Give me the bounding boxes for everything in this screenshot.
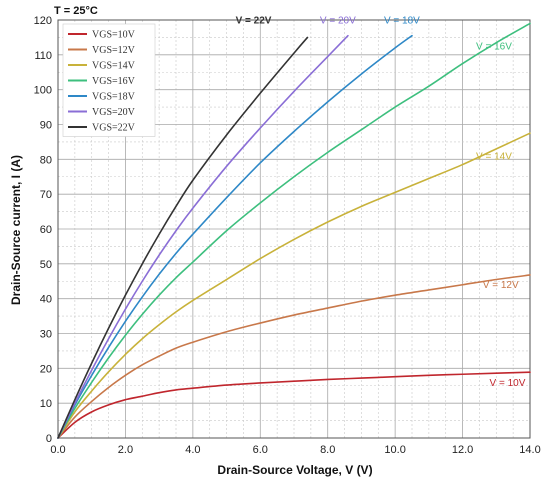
x-axis-title: Drain-Source Voltage, V (V) [217,463,372,477]
y-tick-label: 120 [34,15,52,27]
x-tick-label: 14.0 [519,444,540,456]
series-line-vgs-10v [57,371,531,439]
series-annotation: V = 12V [483,280,519,291]
y-axis-title: Drain-Source current, I (A) [9,155,23,305]
series-line-vgs-12v [57,274,531,439]
y-tick-label: 30 [40,329,52,341]
y-tick-label: 80 [40,154,52,166]
legend-label: VGS=22V [92,123,136,134]
plot-frame [57,19,531,439]
axes [57,19,531,439]
legend-label: VGS=16V [92,76,136,87]
series-line-vgs-16v [57,22,531,439]
temperature-label: T = 25°C [54,5,98,17]
series-line-vgs-20v [57,34,349,439]
series-annotation: V = 18V [384,15,420,26]
y-tick-label: 110 [34,50,52,62]
x-tick-label: 10.0 [384,444,405,456]
series-annotation: V = 22V [236,15,272,26]
series-annotation: V = 16V [476,42,512,53]
x-tick-label: 0.0 [50,444,65,456]
y-tick-label: 70 [40,189,52,201]
series-line-vgs-22v [57,36,309,439]
x-tick-label: 4.0 [185,444,200,456]
x-tick-label: 6.0 [253,444,268,456]
tick-labels: 0.0 2.0 4.0 6.0 8.0 10.0 12.0 14.0 0 10 20 30 40 50 60… [34,15,541,456]
legend-label: VGS=10V [92,30,136,41]
series-annotation: V = 10V [490,378,526,389]
y-tick-label: 40 [40,294,52,306]
legend: VGS=10V VGS=12V VGS=14V VGS=16V VGS=18V VGS=2… [62,23,156,137]
legend-label: VGS=14V [92,61,136,72]
series-line-vgs-18v [57,34,413,439]
series-annotations: V = 10V V = 12V V = 14V V = 16V V = 18V V = 2… [236,15,526,388]
y-tick-label: 90 [40,120,52,132]
x-tick-label: 2.0 [118,444,133,456]
series-lines [57,22,531,439]
series-annotation: V = 20V [320,15,356,26]
y-tick-label: 20 [40,363,52,375]
legend-label: VGS=20V [92,107,136,118]
legend-label: VGS=18V [92,92,136,103]
y-tick-label: 50 [40,259,52,271]
x-tick-label: 8.0 [320,444,335,456]
y-tick-label: 100 [34,85,52,97]
y-tick-label: 60 [40,224,52,236]
y-tick-label: 10 [40,398,52,410]
x-tick-label: 12.0 [452,444,473,456]
series-line-vgs-14v [57,132,531,439]
y-tick-label: 0 [46,433,52,445]
legend-label: VGS=12V [92,45,136,56]
series-annotation: V = 14V [476,151,512,162]
